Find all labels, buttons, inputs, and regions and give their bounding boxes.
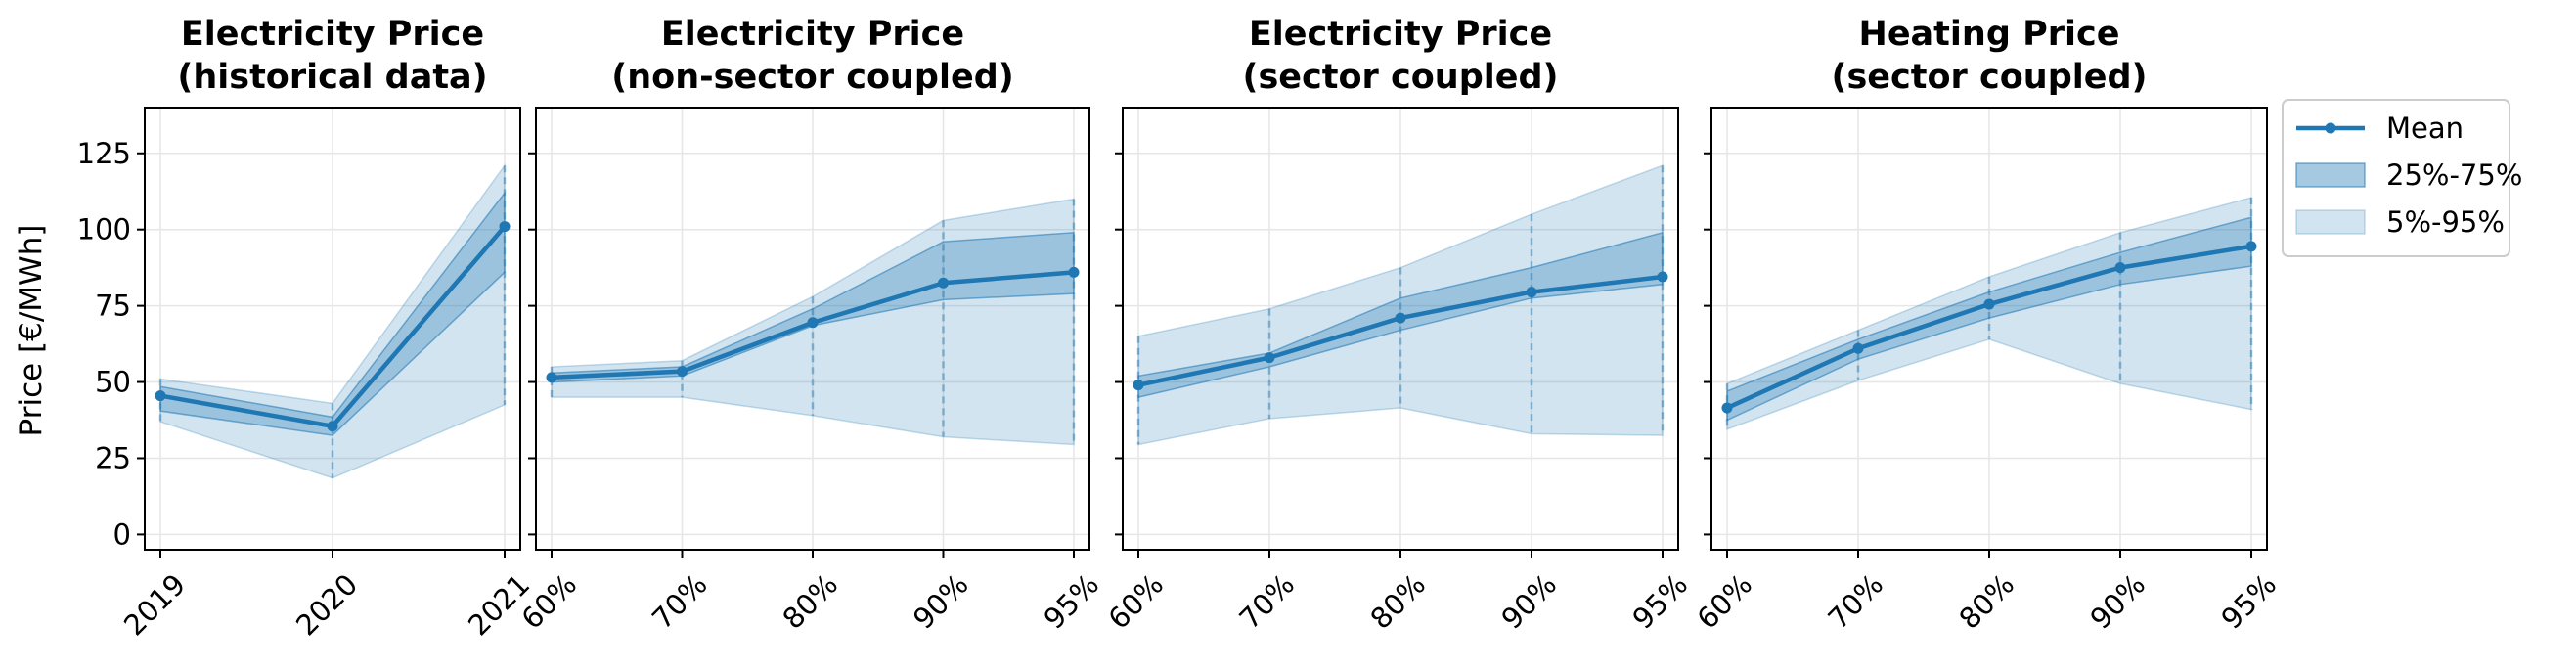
x-tick-label: 2020 (289, 567, 364, 642)
panel-title: Electricity Price (181, 15, 484, 54)
legend-frame (2282, 99, 2510, 257)
panel-title: Heating Price (1859, 15, 2120, 54)
band-5-95 (1137, 164, 1664, 446)
band-5-95 (159, 162, 506, 479)
y-tick-label: 100 (77, 213, 131, 246)
mean-point-90% (1526, 287, 1537, 298)
y-tick-label: 125 (77, 137, 131, 170)
panel-title: (sector coupled) (1242, 58, 1558, 97)
panel-title: (non-sector coupled) (611, 58, 1014, 97)
y-tick-label: 0 (113, 517, 131, 551)
legend-label: Mean (2386, 112, 2464, 145)
legend: Mean 25%-75% 5%-95% (2282, 99, 2522, 257)
mean-point-95% (2245, 241, 2257, 252)
x-tick-label: 70% (645, 567, 714, 636)
legend-swatch-iqr (2295, 162, 2366, 188)
chart-panel-2: 60% 70% 80% 90% 95% Electricity Price (non-sec… (515, 15, 1106, 636)
mean-point-60% (546, 372, 557, 383)
mean-point-95% (1657, 271, 1668, 283)
mean-point-2019 (155, 390, 166, 402)
x-tick-label: 80% (777, 567, 845, 636)
band-5-95 (1726, 196, 2252, 430)
mean-point-60% (1133, 380, 1144, 391)
mean-point-80% (1395, 312, 1406, 324)
x-tick-label: 80% (1364, 567, 1433, 636)
mean-point-60% (1721, 402, 1733, 414)
chart-panel-3: 60% 70% 80% 90% 95% Electricity Price (sector … (1102, 15, 1695, 636)
x-tick-label: 70% (1233, 567, 1302, 636)
mean-point-95% (1068, 266, 1080, 278)
mean-point-70% (1852, 342, 1864, 354)
y-tick-label: 50 (95, 366, 131, 399)
x-tick-label: 60% (1102, 567, 1171, 636)
x-tick-label: 60% (515, 567, 584, 636)
mean-point-2020 (327, 421, 338, 432)
x-tick-label: 80% (1953, 567, 2021, 636)
panel-title: Electricity Price (661, 15, 964, 54)
band-25-75 (551, 232, 1075, 383)
mean-point-70% (1264, 352, 1275, 364)
panel-title: (historical data) (177, 58, 487, 97)
x-tick-label: 90% (2084, 567, 2153, 636)
x-tick-label: 95% (1038, 567, 1106, 636)
x-tick-label: 70% (1822, 567, 1890, 636)
legend-label: 25%-75% (2386, 158, 2522, 192)
band-25-75 (159, 191, 506, 436)
legend-swatch-outer (2295, 209, 2366, 235)
y-axis-label: Price [€/MWh] (14, 225, 49, 437)
legend-label: 5%-95% (2386, 205, 2505, 239)
x-tick-label: 90% (1495, 567, 1564, 636)
x-tick-label: 95% (1626, 567, 1695, 636)
x-tick-label: 60% (1691, 567, 1759, 636)
y-tick-label: 25 (95, 441, 131, 474)
chart-panel-4: 60% 70% 80% 90% 95% Heating Price (sector coup… (1691, 15, 2284, 636)
mean-point-2021 (499, 221, 511, 233)
legend-mean-marker (2325, 122, 2336, 134)
panel-title: (sector coupled) (1831, 58, 2147, 97)
mean-point-80% (1983, 298, 1995, 310)
mean-point-90% (2114, 262, 2126, 274)
mean-point-80% (807, 317, 819, 329)
mean-point-90% (938, 277, 949, 289)
x-tick-label: 90% (907, 567, 975, 636)
y-tick-label: 75 (95, 290, 131, 323)
x-tick-label: 95% (2215, 567, 2284, 636)
x-tick-label: 2019 (117, 567, 192, 642)
panel-title: Electricity Price (1249, 15, 1552, 54)
mean-point-70% (677, 366, 688, 378)
